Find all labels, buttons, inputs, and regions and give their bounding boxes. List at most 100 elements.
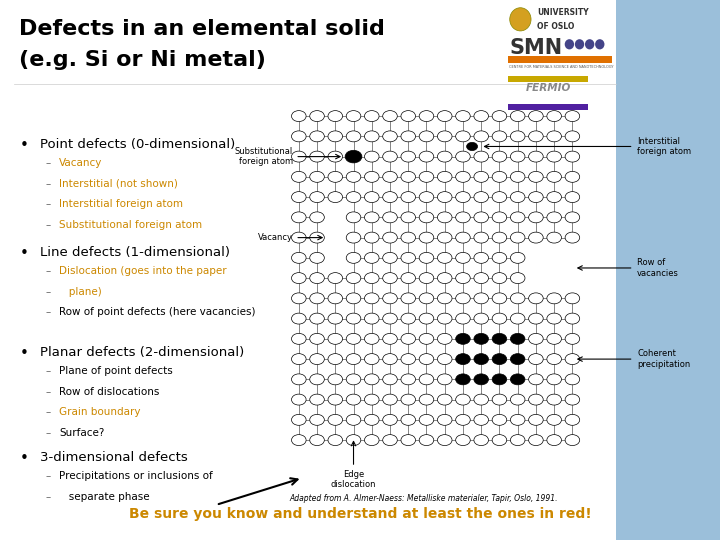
Circle shape (401, 131, 415, 142)
Circle shape (364, 435, 379, 446)
Circle shape (565, 131, 580, 142)
Circle shape (565, 111, 580, 122)
Circle shape (345, 150, 362, 163)
Circle shape (474, 111, 488, 122)
Circle shape (474, 273, 488, 284)
Circle shape (328, 273, 343, 284)
Circle shape (346, 354, 361, 364)
Circle shape (310, 252, 324, 264)
Circle shape (474, 192, 488, 202)
Text: –: – (45, 287, 50, 297)
Circle shape (346, 232, 361, 243)
Bar (508, 76, 588, 82)
Circle shape (456, 252, 470, 264)
Text: •: • (19, 138, 28, 153)
Circle shape (364, 313, 379, 324)
Circle shape (456, 354, 470, 364)
Circle shape (456, 232, 470, 243)
Circle shape (575, 39, 584, 49)
Circle shape (456, 151, 470, 162)
Circle shape (364, 131, 379, 142)
Circle shape (419, 212, 433, 223)
Circle shape (492, 414, 507, 426)
Text: CENTRE FOR MATERIALS SCIENCE AND NANOTECHNOLOGY: CENTRE FOR MATERIALS SCIENCE AND NANOTEC… (508, 65, 613, 69)
Text: –: – (45, 492, 50, 502)
Circle shape (364, 273, 379, 284)
Circle shape (401, 435, 415, 446)
Circle shape (328, 394, 343, 405)
Circle shape (474, 131, 488, 142)
Text: •: • (19, 346, 28, 361)
Circle shape (510, 212, 525, 223)
Circle shape (564, 39, 574, 49)
Circle shape (547, 171, 562, 183)
Circle shape (438, 232, 452, 243)
Circle shape (474, 252, 488, 264)
Circle shape (565, 171, 580, 183)
Circle shape (528, 293, 543, 304)
Circle shape (456, 333, 470, 345)
Circle shape (401, 151, 415, 162)
Text: •: • (19, 246, 28, 261)
Circle shape (419, 313, 433, 324)
Circle shape (528, 313, 543, 324)
Circle shape (419, 435, 433, 446)
Circle shape (474, 394, 488, 405)
Circle shape (328, 414, 343, 426)
Text: Defects in an elemental solid: Defects in an elemental solid (19, 19, 385, 39)
Text: –: – (45, 471, 50, 482)
Circle shape (292, 212, 306, 223)
Circle shape (401, 333, 415, 345)
Circle shape (565, 232, 580, 243)
Circle shape (456, 293, 470, 304)
Circle shape (310, 374, 324, 385)
Circle shape (510, 171, 525, 183)
Circle shape (528, 435, 543, 446)
Circle shape (474, 293, 488, 304)
Circle shape (346, 252, 361, 264)
Circle shape (492, 354, 507, 364)
Circle shape (310, 171, 324, 183)
Circle shape (292, 354, 306, 364)
Circle shape (492, 252, 507, 264)
Circle shape (346, 313, 361, 324)
Circle shape (438, 333, 452, 345)
Bar (508, 56, 612, 63)
Circle shape (438, 273, 452, 284)
Text: Row of
vacancies: Row of vacancies (637, 258, 679, 278)
Circle shape (438, 151, 452, 162)
Circle shape (492, 435, 507, 446)
Text: –: – (45, 407, 50, 417)
Circle shape (474, 313, 488, 324)
Circle shape (383, 232, 397, 243)
Circle shape (310, 394, 324, 405)
Circle shape (419, 374, 433, 385)
Circle shape (383, 273, 397, 284)
Circle shape (346, 212, 361, 223)
Circle shape (510, 252, 525, 264)
Circle shape (467, 143, 477, 151)
Text: FERMIO: FERMIO (526, 83, 571, 93)
Circle shape (492, 131, 507, 142)
Circle shape (419, 333, 433, 345)
Circle shape (383, 293, 397, 304)
Circle shape (419, 232, 433, 243)
Circle shape (438, 171, 452, 183)
Circle shape (364, 252, 379, 264)
Text: Row of dislocations: Row of dislocations (59, 387, 159, 397)
Circle shape (456, 131, 470, 142)
Circle shape (292, 111, 306, 122)
Circle shape (383, 131, 397, 142)
Circle shape (383, 111, 397, 122)
Circle shape (328, 313, 343, 324)
Circle shape (528, 374, 543, 385)
Circle shape (310, 212, 324, 223)
Circle shape (510, 394, 525, 405)
Circle shape (419, 151, 433, 162)
Circle shape (438, 111, 452, 122)
Circle shape (510, 354, 525, 364)
Circle shape (492, 333, 507, 345)
Circle shape (419, 273, 433, 284)
Circle shape (383, 333, 397, 345)
Text: separate phase: separate phase (59, 492, 150, 502)
